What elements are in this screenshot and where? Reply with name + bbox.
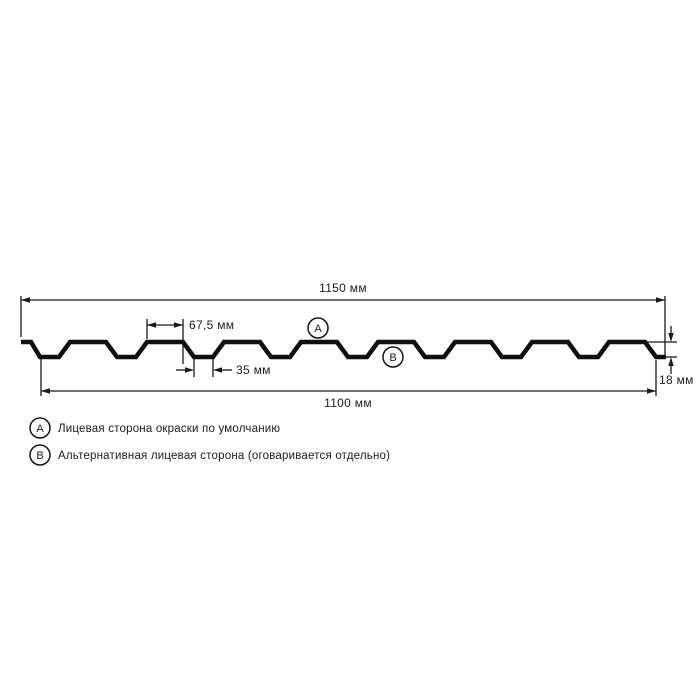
arrowhead-down-icon (668, 333, 674, 342)
callout-b-letter: B (389, 352, 396, 364)
legend: A Лицевая сторона окраски по умолчанию B… (29, 417, 390, 466)
dimension-label-profile-height: 18 мм (659, 373, 694, 387)
arrowhead-left-icon (41, 388, 50, 394)
legend-item-a: A Лицевая сторона окраски по умолчанию (29, 417, 280, 439)
legend-a-text: Лицевая сторона окраски по умолчанию (58, 423, 280, 435)
arrowhead-up-icon (668, 357, 674, 366)
arrowhead-left-icon (185, 367, 194, 373)
dimension-label-crest-width: 67,5 мм (189, 318, 234, 332)
dimension-crest-width: 67,5 мм (146, 318, 234, 364)
legend-item-b: B Альтернативная лицевая сторона (оговар… (29, 444, 390, 466)
callout-b: B (382, 346, 404, 368)
callout-b-circle (382, 346, 404, 368)
arrowhead-left-icon (21, 297, 30, 303)
arrowhead-right-icon (647, 388, 656, 394)
callout-a-letter: A (314, 323, 322, 335)
sheet-profile-outline (21, 339, 666, 360)
dimension-label-total-width: 1150 мм (319, 281, 367, 295)
legend-b-letter: B (36, 450, 43, 462)
arrowhead-right-icon (174, 322, 183, 328)
dimension-working-width: 1100 мм (40, 359, 657, 410)
arrowhead-right-icon (213, 367, 222, 373)
arrowhead-left-icon (147, 322, 156, 328)
dimension-valley-width: 35 мм (176, 359, 271, 377)
legend-b-circle (29, 444, 51, 466)
dimension-total-width: 1150 мм (20, 281, 666, 356)
dimension-label-working-width: 1100 мм (324, 396, 372, 410)
callout-a: A (307, 317, 329, 339)
legend-a-letter: A (36, 423, 44, 435)
legend-a-circle (29, 417, 51, 439)
callout-a-circle (307, 317, 329, 339)
arrowhead-right-icon (656, 297, 665, 303)
dimension-profile-height: 18 мм (646, 326, 694, 387)
legend-b-text: Альтернативная лицевая сторона (оговарив… (58, 450, 390, 462)
dimension-label-valley-width: 35 мм (236, 363, 271, 377)
